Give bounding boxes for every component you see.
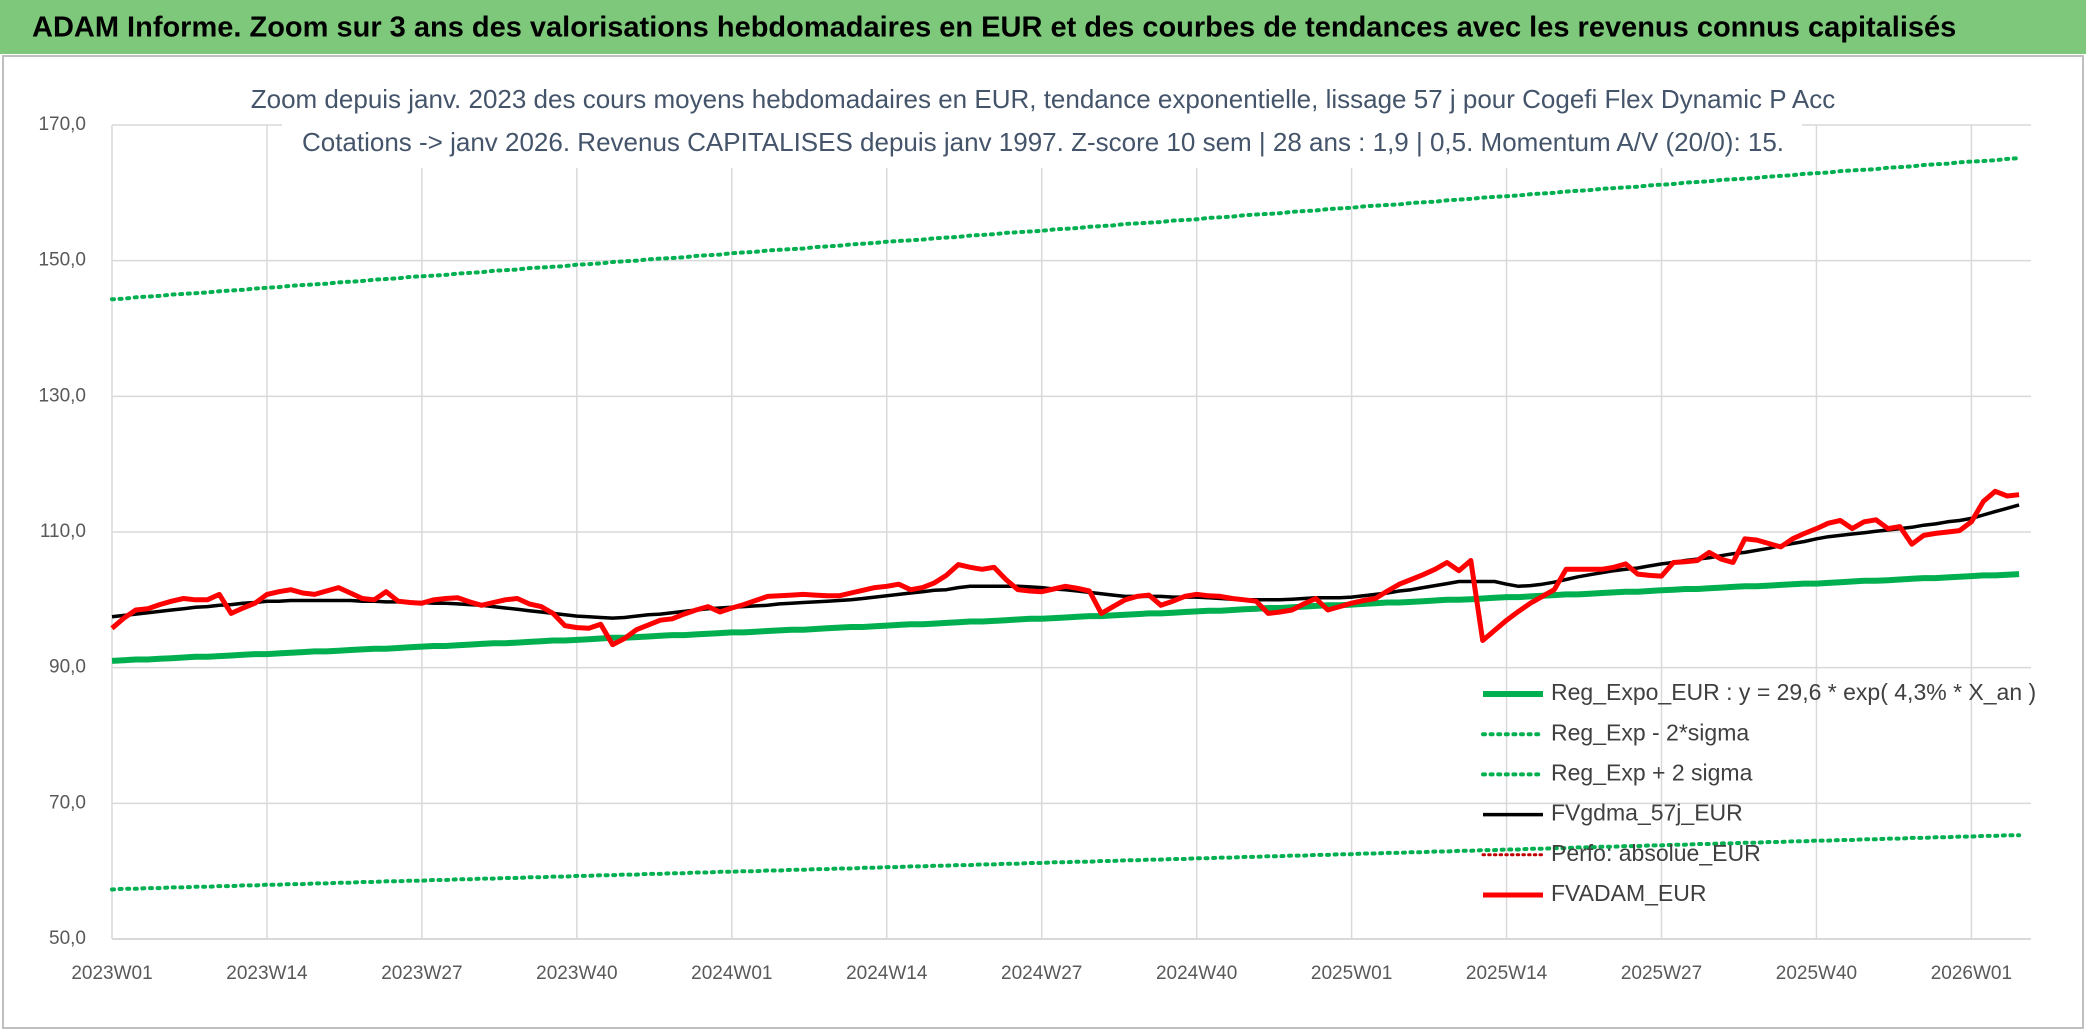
legend-label: FVgdma_57j_EUR (1551, 800, 1743, 826)
y-tick-label: 130,0 (38, 385, 86, 406)
y-tick-label: 150,0 (38, 250, 86, 271)
x-tick-label: 2023W27 (381, 963, 462, 984)
x-tick-label: 2025W14 (1466, 963, 1548, 984)
x-tick-label: 2025W40 (1776, 963, 1857, 984)
legend-label: FVADAM_EUR (1551, 880, 1707, 906)
x-tick-label: 2024W01 (691, 963, 772, 984)
y-tick-label: 90,0 (49, 657, 86, 678)
header-title: ADAM Informe. Zoom sur 3 ans des valoris… (32, 12, 1956, 44)
legend-label: Reg_Expo_EUR : y = 29,6 * exp( 4,3% * X_… (1551, 679, 2036, 705)
x-tick-label: 2025W27 (1621, 963, 1702, 984)
x-tick-label: 2023W14 (226, 963, 308, 984)
legend-label: Reg_Exp - 2*sigma (1551, 719, 1749, 745)
plot-lines (110, 156, 2022, 892)
y-tick-label: 170,0 (38, 114, 86, 135)
series-line (110, 833, 2022, 892)
x-tick-label: 2024W40 (1156, 963, 1237, 984)
chart-subtitle: Cotations -> janv 2026. Revenus CAPITALI… (302, 127, 1784, 157)
legend: Reg_Expo_EUR : y = 29,6 * exp( 4,3% * X_… (1481, 679, 2036, 906)
grid: 50,0 70,0 90,0 110,0 130,0 150,0 170,0 2023W01 2… (38, 114, 2031, 984)
series-line (111, 571, 2020, 664)
legend-label: Reg_Exp + 2 sigma (1551, 759, 1753, 785)
title-background (282, 80, 1802, 168)
header-bar (0, 0, 2086, 54)
x-tick-label: 2025W01 (1311, 963, 1392, 984)
chart-title: Zoom depuis janv. 2023 des cours moyens … (251, 84, 1835, 114)
chart-frame (2, 55, 2084, 1029)
legend-label: Perfo: absolue_EUR (1551, 840, 1761, 866)
x-tick-label: 2024W27 (1001, 963, 1082, 984)
y-tick-label: 110,0 (40, 521, 86, 542)
x-tick-label: 2023W40 (536, 963, 617, 984)
y-tick-label: 70,0 (49, 792, 86, 813)
x-tick-label: 2024W14 (846, 963, 928, 984)
series-line (110, 156, 2022, 302)
y-tick-label: 50,0 (49, 928, 86, 949)
x-tick-label: 2026W01 (1931, 963, 2012, 984)
x-tick-label: 2023W01 (71, 963, 152, 984)
series-line (110, 488, 2020, 648)
